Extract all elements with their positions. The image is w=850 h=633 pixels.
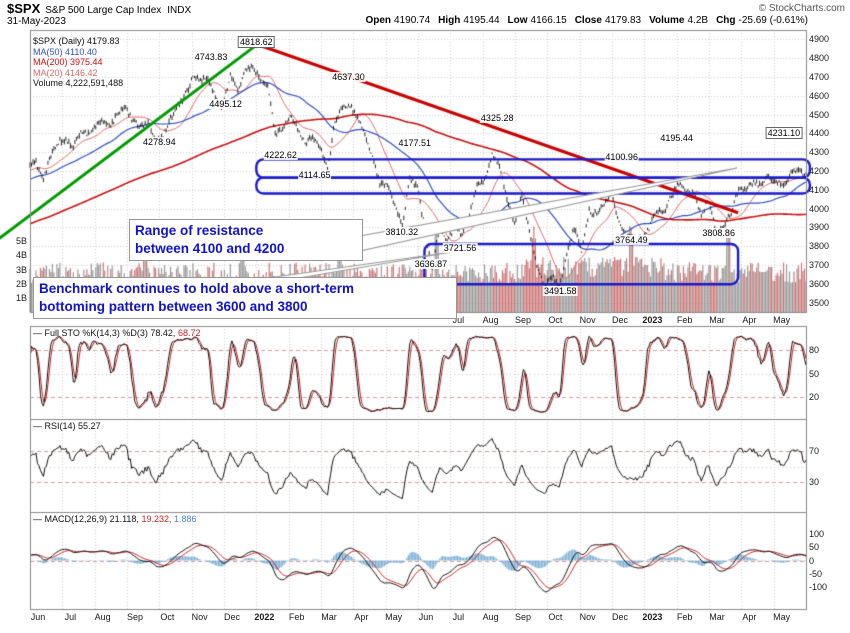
resistance-annotation: Range of resistance between 4100 and 420… [129,219,363,261]
macd-hist-value: 1.886 [174,514,197,524]
chart-date: 31-May-2023 [7,16,66,27]
chg-label: Chg [716,15,736,26]
sto-legend-label: Full STO %K(14,3) %D(3) [44,328,148,338]
sto-k-value: 78.42, [150,328,176,338]
legend-symbol: $SPX (Daily) 4179.83 [33,36,120,46]
legend-ma50: MA(50) 4110.40 [33,46,97,57]
legend-volume: Volume 4,222,591,488 [33,78,124,88]
rsi-legend-dash-icon: — [33,421,42,431]
legend-ma200: MA(200) 3975.44 [33,57,103,67]
chart-header: $SPX S&P 500 Large Cap Index INDX [7,1,191,16]
quote-strip: Open 4190.74 High 4195.44 Low 4166.15 Close 417… [365,15,808,26]
resistance-annotation-line1: Range of resistance [135,223,264,238]
chg-value: -25.69 (-0.61%) [738,15,808,26]
high-label: High [438,15,461,26]
macd-legend-dash-icon: — [33,514,42,524]
volume-label: Volume [649,15,685,26]
bottoming-annotation-line1: Benchmark continues to hold above a shor… [39,281,355,296]
low-label: Low [507,15,528,26]
bottoming-annotation-line2: bottoming pattern between 3600 and 3800 [39,299,308,314]
resistance-annotation-line2: between 4100 and 4200 [135,241,285,256]
exchange-label: INDX [167,5,192,16]
index-name: S&P 500 Large Cap Index [45,5,162,16]
rsi-legend: — RSI(14) 55.27 [33,421,101,431]
volume-value: 4.2B [687,15,709,26]
open-value: 4190.74 [394,15,431,26]
legend-ma20: MA(20) 4146.42 [33,67,98,78]
bottoming-annotation: Benchmark continues to hold above a shor… [33,277,457,319]
close-label: Close [574,15,602,26]
macd-legend-label: MACD(12,26,9) [44,514,108,524]
open-label: Open [365,15,392,26]
rsi-legend-label: RSI(14) [44,421,76,431]
macd-value: 21.118, [109,514,139,524]
macd-legend: — MACD(12,26,9) 21.118, 19.232, 1.886 [33,514,197,524]
high-value: 4195.44 [463,15,500,26]
copyright: © StockCharts.com [758,3,845,14]
rsi-value: 55.27 [78,421,101,431]
symbol: $SPX [7,1,41,16]
low-value: 4166.15 [530,15,567,26]
sto-legend-dash-icon: — [33,328,42,338]
macd-signal-value: 19.232, [141,514,172,524]
sto-legend: — Full STO %K(14,3) %D(3) 78.42, 68.72 [33,328,200,338]
close-value: 4179.83 [604,15,642,26]
sto-d-value: 68.72 [177,328,201,338]
